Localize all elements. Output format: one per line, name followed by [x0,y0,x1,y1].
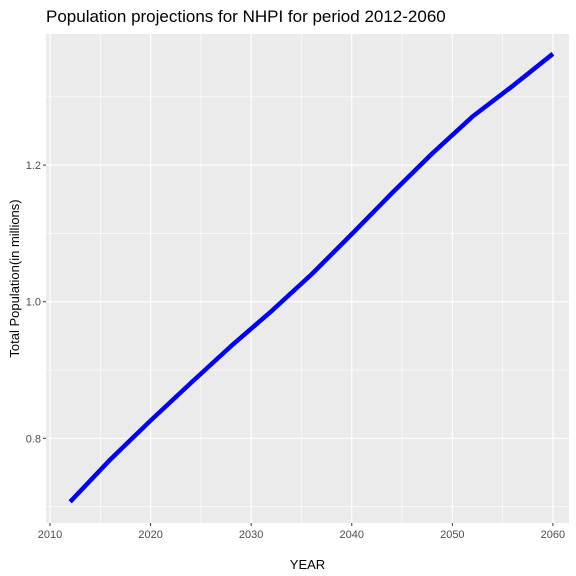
x-axis-title: YEAR [290,557,325,572]
y-tick-label: 1.2 [26,160,41,172]
y-axis: 0.8 1.0 1.2 [26,160,46,445]
y-tick-label: 0.8 [26,433,41,445]
x-tick-label: 2010 [38,529,62,541]
x-tick-label: 2050 [440,529,464,541]
x-axis: 2010 2020 2030 2040 2050 2060 [38,523,565,541]
x-tick-label: 2020 [138,529,162,541]
y-tick-label: 1.0 [26,297,41,309]
chart-title: Population projections for NHPI for peri… [46,7,446,26]
x-tick-label: 2060 [541,529,565,541]
x-tick-label: 2040 [340,529,364,541]
y-axis-title: Total Population(in millions) [7,199,22,357]
series-layer [68,52,555,504]
x-tick-label: 2030 [239,529,263,541]
series-line [68,52,555,504]
minor-grid-lines [46,34,569,523]
